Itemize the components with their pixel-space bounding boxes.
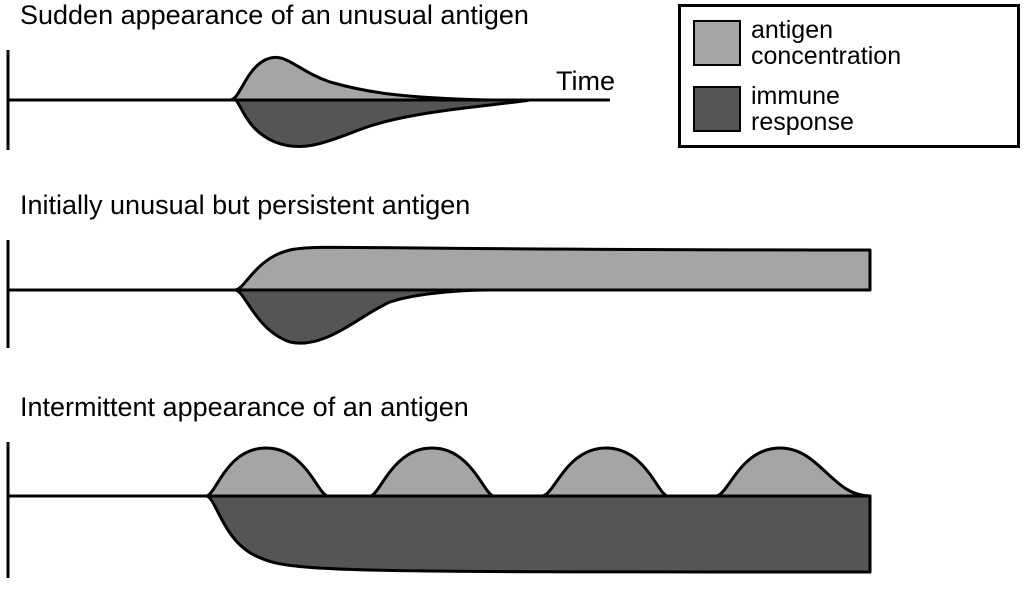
panel-title-intermittent: Intermittent appearance of an antigen bbox=[20, 392, 469, 423]
panel-svg-persistent bbox=[0, 220, 1024, 370]
antigen-area-persistent bbox=[235, 247, 870, 290]
antigen-area-sudden bbox=[230, 57, 490, 100]
panel-svg-sudden bbox=[0, 30, 1024, 165]
panel-svg-intermittent bbox=[0, 420, 1024, 588]
immune-area-intermittent bbox=[206, 496, 870, 572]
immune-area-persistent bbox=[235, 290, 490, 343]
immune-area-sudden bbox=[235, 100, 530, 147]
panel-title-sudden: Sudden appearance of an unusual antigen bbox=[20, 0, 529, 31]
axis-label-sudden: Time bbox=[556, 66, 615, 97]
figure-container: antigenconcentrationimmuneresponse Sudde… bbox=[0, 0, 1024, 593]
panel-title-persistent: Initially unusual but persistent antigen bbox=[20, 190, 470, 221]
antigen-area-intermittent bbox=[206, 448, 870, 496]
